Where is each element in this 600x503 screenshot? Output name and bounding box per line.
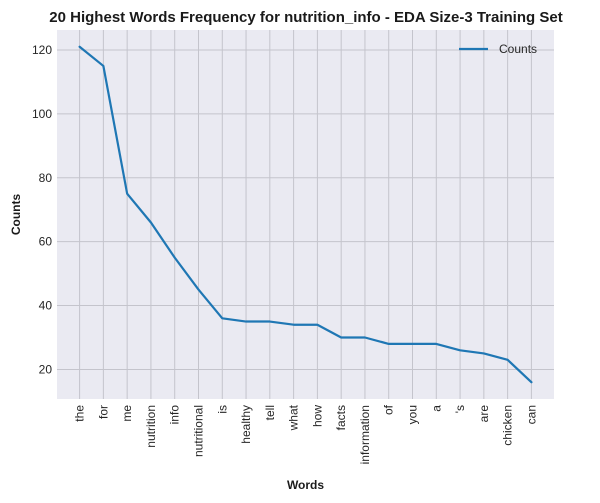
series-layer [78,45,533,384]
x-tick-label: tell [263,405,277,420]
x-tick-label: info [168,405,182,425]
y-tick-label: 100 [32,107,52,121]
x-tick-label: me [120,405,134,422]
plot-area [57,30,554,399]
x-tick-label: healthy [239,405,253,444]
x-tick-label: 's [453,405,467,413]
series-line-counts [78,45,533,384]
x-tick-label: the [73,405,87,422]
y-tick-label: 20 [39,362,53,376]
x-tick-label: nutritional [191,405,205,457]
x-tick-label: chicken [501,405,515,446]
x-tick-label: information [358,405,372,464]
x-tick-label: facts [334,405,348,430]
x-tick-label: how [310,405,324,427]
x-tick-label: what [287,404,301,431]
chart-title: 20 Highest Words Frequency for nutrition… [49,9,562,26]
y-tick-label: 120 [32,43,52,57]
x-tick-label: is [215,405,229,414]
x-tick-label: for [96,405,110,419]
legend-label-counts: Counts [499,42,537,56]
x-axis-label: Words [287,478,324,492]
y-axis-label: Counts [9,194,23,236]
y-tick-label: 40 [39,299,53,313]
x-axis-ticks: the for me nutrition info nutritional is health… [73,404,539,464]
x-tick-label: are [477,405,491,423]
y-tick-label: 80 [39,171,53,185]
y-tick-label: 60 [39,235,53,249]
gridlines [57,30,554,399]
x-tick-label: of [382,404,396,415]
x-tick-label: you [406,405,420,424]
x-tick-label: can [524,405,538,424]
y-axis-ticks: 20 40 60 80 100 120 [32,43,52,376]
legend: Counts [459,42,537,56]
x-tick-label: nutrition [144,405,158,448]
x-tick-label: a [429,405,443,412]
